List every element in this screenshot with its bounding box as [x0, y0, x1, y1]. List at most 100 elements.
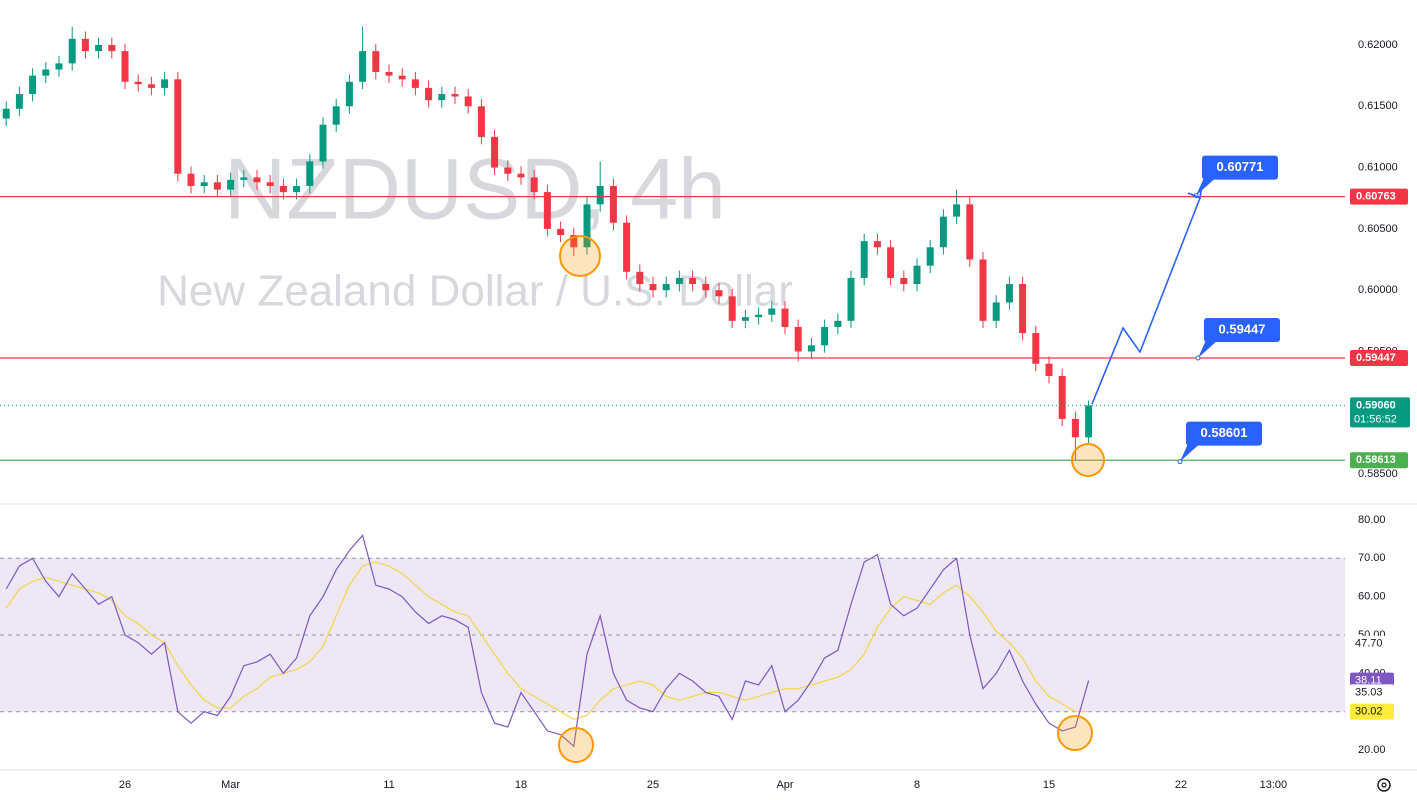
- candle-body: [42, 69, 50, 76]
- candle-body: [939, 216, 947, 248]
- candle-body: [596, 185, 604, 205]
- candle-body: [807, 345, 815, 352]
- candle-body: [279, 185, 287, 193]
- x-tick-label: 11: [383, 779, 394, 791]
- candle-body: [979, 259, 987, 321]
- candle-body: [134, 81, 142, 85]
- candle-body: [451, 94, 459, 97]
- watermark-title: NZDUSD, 4h: [224, 142, 726, 238]
- candle-body: [147, 84, 155, 88]
- y-tick-label: 0.62000: [1358, 39, 1398, 51]
- callout-label: 0.60771: [1217, 159, 1264, 174]
- candle-body: [570, 235, 578, 248]
- candle-body: [15, 94, 23, 109]
- candle-body: [543, 192, 551, 229]
- highlight-circle: [559, 235, 601, 277]
- rsi-line: [5, 534, 1090, 748]
- candle-body: [741, 317, 749, 321]
- x-tick-label: 15: [1043, 779, 1055, 791]
- candle-body: [609, 185, 617, 223]
- candle-body: [794, 326, 802, 352]
- candle-body: [121, 51, 129, 82]
- settings-icon[interactable]: [1377, 778, 1391, 792]
- candle-body: [425, 87, 433, 101]
- candle-body: [900, 277, 908, 285]
- y-tick-label: 80.00: [1358, 514, 1386, 526]
- background-layer: [0, 557, 1345, 713]
- y-tick-label: 0.60500: [1358, 223, 1398, 235]
- candle-body: [636, 271, 644, 285]
- candle-body: [2, 108, 10, 119]
- candle-body: [728, 296, 736, 321]
- candle-body: [55, 63, 63, 70]
- candle-body: [675, 277, 683, 285]
- axis-layer: 26Mar111825Apr8152213:000.585000.590000.…: [119, 39, 1410, 791]
- callout-box: [1186, 421, 1262, 446]
- plot-layer: 0.60771 0.59447 0.58601: [0, 26, 1345, 748]
- candle-body: [174, 79, 182, 174]
- candle-body: [623, 222, 631, 272]
- x-tick-label: Apr: [776, 779, 793, 791]
- y-tick-label: 70.00: [1358, 552, 1386, 564]
- last-price-label: 0.59060: [1356, 399, 1396, 411]
- x-tick-label: 13:00: [1260, 779, 1288, 791]
- highlight-circle: [1071, 443, 1105, 477]
- candle-body: [715, 290, 723, 297]
- candle-body: [689, 277, 697, 285]
- x-tick-label: 8: [914, 779, 920, 791]
- countdown-label: 01:56:52: [1354, 413, 1397, 425]
- candle-body: [187, 173, 195, 186]
- y-tick-label: 0.61000: [1358, 161, 1398, 173]
- candle-body: [306, 161, 314, 186]
- candle-body: [359, 51, 367, 82]
- callout-box: [1204, 317, 1280, 342]
- y-tick-label: 0.58500: [1358, 468, 1398, 480]
- candle-body: [398, 75, 406, 80]
- candle-body: [1071, 418, 1079, 438]
- y-tick-label: 0.60000: [1358, 284, 1398, 296]
- y-tick-label: 0.61500: [1358, 100, 1398, 112]
- settings-button[interactable]: [1377, 778, 1391, 792]
- highlight-circle: [1057, 715, 1093, 751]
- highlight-circles: [558, 235, 1105, 763]
- price-badge-label: 0.59447: [1356, 352, 1396, 364]
- value-badge: [1350, 684, 1394, 701]
- price-badge: [1350, 349, 1408, 366]
- y-tick-label: 20.00: [1358, 744, 1386, 756]
- candle-body: [372, 51, 380, 72]
- candle-body: [491, 136, 499, 168]
- candle-body: [464, 96, 472, 107]
- candle-body: [68, 38, 76, 64]
- candle-body: [847, 277, 855, 321]
- candle-body: [253, 177, 261, 183]
- x-tick-label: 26: [119, 779, 131, 791]
- candle-body: [95, 44, 103, 52]
- candle-body: [781, 308, 789, 327]
- price-badge: [1350, 452, 1408, 469]
- candle-body: [887, 247, 895, 278]
- candle-body: [438, 94, 446, 101]
- callout-label: 0.58601: [1201, 425, 1248, 440]
- rsi-line: [5, 561, 1089, 721]
- candle-body: [583, 204, 591, 248]
- candle-body: [319, 124, 327, 162]
- x-tick-label: 25: [647, 779, 659, 791]
- price-badge-label: 0.58613: [1356, 454, 1396, 466]
- candle-body: [108, 44, 116, 52]
- last-price-badge: [1350, 397, 1410, 428]
- callout-label: 0.59447: [1219, 321, 1266, 336]
- candle-body: [557, 228, 565, 236]
- candle-body: [345, 81, 353, 107]
- candle-body: [504, 167, 512, 174]
- candle-body: [517, 173, 525, 178]
- candle-body: [411, 79, 419, 88]
- candle-body: [530, 177, 538, 193]
- x-tick-label: 18: [515, 779, 527, 791]
- y-tick-label: 60.00: [1358, 591, 1386, 603]
- candle-body: [834, 320, 842, 327]
- value-badge-label: 47.70: [1355, 638, 1383, 650]
- candle-body: [953, 204, 961, 217]
- candle-body: [873, 241, 881, 248]
- value-badge-label: 38.11: [1355, 675, 1382, 687]
